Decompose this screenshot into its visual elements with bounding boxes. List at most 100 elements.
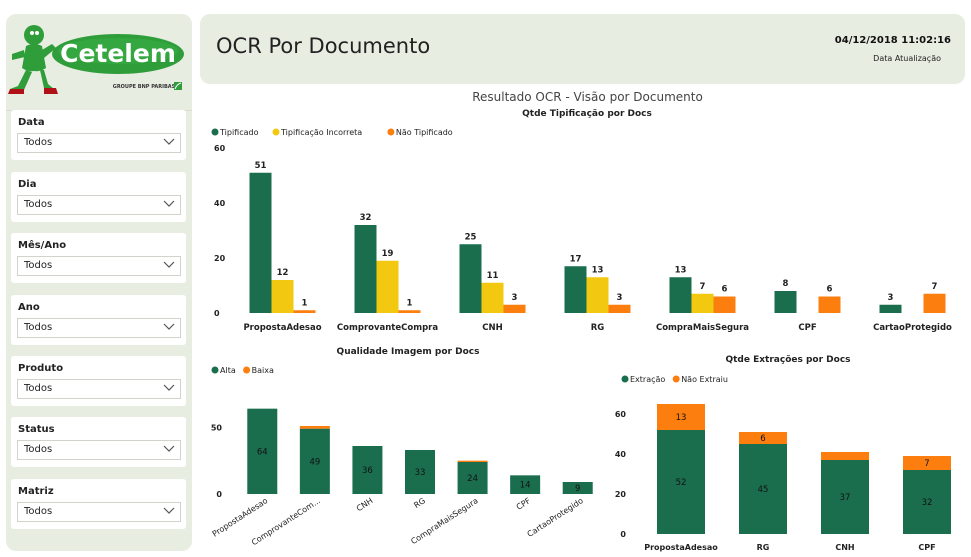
data-label: 13 <box>592 265 604 275</box>
legend-label: Não Tipificado <box>396 128 453 137</box>
data-label: 36 <box>362 466 373 476</box>
legend-label: Alta <box>220 366 236 375</box>
bar-segment <box>739 432 787 444</box>
bar <box>398 310 421 313</box>
mascot-icon <box>8 25 58 94</box>
y-tick-label: 20 <box>615 490 627 499</box>
filter-mes-ano: Mês/Ano Todos <box>11 233 186 283</box>
bar <box>608 304 631 313</box>
x-tick-label: RG <box>757 543 770 552</box>
filter-produto: Produto Todos <box>11 356 186 406</box>
legend-label: Tipificado <box>219 128 259 137</box>
x-tick-label: CartaoProtegido <box>873 323 952 333</box>
data-label: 3 <box>617 293 623 303</box>
filter-dropdown-mes-ano[interactable]: Todos <box>17 256 181 276</box>
bar-segment <box>457 462 488 494</box>
legend-marker <box>387 128 395 136</box>
bar-segment <box>562 482 593 494</box>
filter-value: Todos <box>24 444 53 455</box>
data-label: 14 <box>520 481 531 491</box>
legend-marker <box>272 128 280 136</box>
bar-segment <box>657 430 705 534</box>
y-tick-label: 60 <box>615 410 627 419</box>
bar-segment <box>247 408 278 494</box>
filter-dropdown-status[interactable]: Todos <box>17 440 181 460</box>
filter-dropdown-matriz[interactable]: Todos <box>17 502 181 522</box>
x-tick-label: PropostaAdesao <box>644 543 718 552</box>
data-label: 6 <box>760 434 765 444</box>
data-label: 33 <box>415 468 426 478</box>
x-tick-label: CNH <box>482 323 502 333</box>
filter-dia: Dia Todos <box>11 172 186 222</box>
x-tick-label: CNH <box>835 543 854 552</box>
data-label: 1 <box>302 298 308 308</box>
chevron-down-icon <box>163 323 175 330</box>
data-label: 7 <box>924 459 929 469</box>
bar-segment <box>739 444 787 534</box>
filter-dropdown-dia[interactable]: Todos <box>17 195 181 215</box>
chart-title: Qtde Extrações por Docs <box>725 355 850 365</box>
x-tick-label: CompraMaisSegura <box>656 323 749 333</box>
x-tick-label: PropostaAdesao <box>243 323 321 333</box>
y-tick-label: 0 <box>620 530 626 539</box>
filter-dropdown-data[interactable]: Todos <box>17 133 181 153</box>
filter-dropdown-ano[interactable]: Todos <box>17 318 181 338</box>
bar <box>713 296 736 313</box>
chart-extracoes: Qtde Extrações por Docs Extração Não Extra… <box>615 355 951 552</box>
data-label: 7 <box>700 282 706 292</box>
filter-value: Todos <box>24 137 53 148</box>
bar <box>691 293 714 313</box>
x-tick-label: ComprovanteCompra <box>337 323 438 333</box>
bar <box>354 225 377 313</box>
filter-value: Todos <box>24 506 53 517</box>
data-label: 13 <box>676 413 687 423</box>
filter-label: Status <box>18 424 55 435</box>
legend-marker <box>211 366 219 374</box>
bar <box>818 296 841 313</box>
data-label: 3 <box>512 293 518 303</box>
filter-label: Ano <box>18 302 40 313</box>
cetelem-logo: Cetelem GROUPE BNP PARIBAS <box>6 14 192 106</box>
data-label: 1 <box>407 298 413 308</box>
filter-status: Status Todos <box>11 417 186 467</box>
page-title: OCR Por Documento <box>216 34 431 58</box>
filter-value: Todos <box>24 260 53 271</box>
x-tick-label: CPF <box>918 543 935 552</box>
data-label: 51 <box>255 161 267 171</box>
data-label: 8 <box>783 279 789 289</box>
brand-tagline: GROUPE BNP PARIBAS <box>113 84 176 90</box>
data-label: 24 <box>467 474 478 484</box>
y-tick-label: 20 <box>214 254 226 263</box>
data-label: 3 <box>888 293 894 303</box>
data-label: 32 <box>360 213 372 223</box>
chevron-down-icon <box>163 445 175 452</box>
filter-matriz: Matriz Todos <box>11 479 186 529</box>
chart-title: Qualidade Imagem por Docs <box>337 347 480 357</box>
bar <box>376 260 399 313</box>
bar-segment <box>510 475 541 494</box>
legend-label: Extração <box>630 375 665 384</box>
bar-segment <box>457 460 488 462</box>
filter-value: Todos <box>24 383 53 394</box>
report-title: Resultado OCR - Visão por Documento <box>472 90 703 104</box>
filter-dropdown-produto[interactable]: Todos <box>17 379 181 399</box>
filter-sidebar: Cetelem GROUPE BNP PARIBAS Data Todos Di… <box>6 14 192 551</box>
bar <box>669 277 692 313</box>
bar-segment <box>299 426 330 429</box>
data-label: 9 <box>575 484 580 494</box>
data-label: 49 <box>309 457 320 467</box>
bar <box>586 277 609 313</box>
data-label: 7 <box>932 282 938 292</box>
bar-segment <box>821 452 869 460</box>
bar <box>249 172 272 313</box>
filter-value: Todos <box>24 199 53 210</box>
data-label: 6 <box>722 285 728 295</box>
chevron-down-icon <box>163 507 175 514</box>
y-tick-label: 40 <box>214 199 226 208</box>
legend-marker <box>243 366 251 374</box>
x-tick-label: RG <box>412 496 427 510</box>
bar <box>481 282 504 313</box>
bar <box>879 304 902 313</box>
chevron-down-icon <box>163 200 175 207</box>
